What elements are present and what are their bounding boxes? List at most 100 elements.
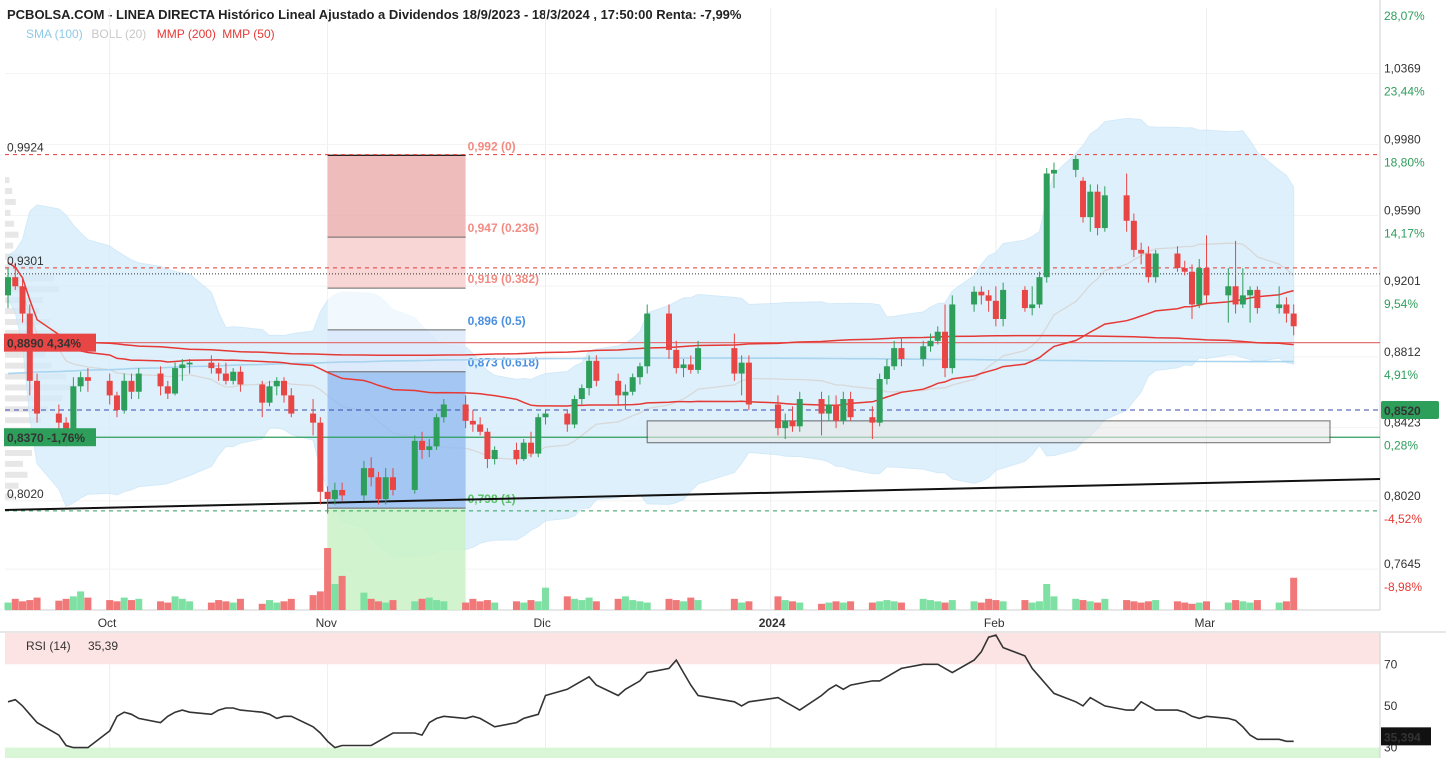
candle-body [1043,173,1050,278]
volume-bar [876,601,884,610]
volume-bar [1203,601,1211,610]
candle-body [666,313,672,350]
price-tick-label: 0,8423 [1384,416,1421,430]
volume-bar [527,600,535,610]
volume-bar [491,602,499,610]
candle-body [934,331,941,341]
volume-bar [818,603,826,610]
volume-bar [120,597,128,610]
rsi-tick-label: 50 [1384,699,1398,713]
volume-bar [1130,601,1138,610]
candle-body [738,362,745,374]
volume-bar [825,602,833,610]
volume-profile-bar [5,242,14,249]
volume-bar [1275,602,1283,610]
volume-bar [1232,600,1240,610]
candle-body [992,300,999,320]
volume-bar [643,602,651,610]
price-tick-label: 0,8812 [1384,345,1421,359]
candle-body [920,346,927,360]
candle-body [477,424,484,432]
indicator-label: BOLL (20) [91,27,146,41]
candle-body [1080,180,1087,218]
candle-body [818,399,825,414]
volume-bar [977,602,985,610]
rsi-line [7,634,1294,749]
volume-bar [69,596,77,610]
candle-body [687,364,694,370]
candle-body [825,404,832,414]
volume-bar [4,602,12,610]
left-level-label: 0,9301 [7,254,44,268]
rsi-tick-label: 70 [1384,657,1398,671]
candle-body [1050,169,1057,174]
candle-body [222,373,229,381]
volume-bar [687,597,695,610]
sma-100-line [7,357,1294,375]
candle-body [237,371,244,385]
candle-body [5,277,11,296]
volume-bar [738,602,746,610]
volume-bar [1101,598,1109,610]
candle-body [12,277,19,287]
candle-body [971,291,978,305]
volume-bar [316,591,324,610]
volume-bar [1144,601,1152,610]
candle-body [1101,195,1108,229]
candle-body [978,291,985,296]
volume-bar [1021,600,1029,610]
volume-bar [636,601,644,610]
volume-bar [215,600,223,610]
candle-body [128,380,135,392]
volume-bar [1246,602,1254,610]
volume-bar [1188,603,1196,610]
volume-bar [1173,601,1181,610]
left-level-badge [4,428,96,447]
candle-body [1094,191,1101,229]
candle-body [179,364,186,369]
price-tick-label: 0,9201 [1384,274,1421,288]
volume-bar [229,602,237,610]
volume-bar [1035,601,1043,610]
volume-bar [222,601,230,610]
indicator-label: MMP (50) [222,27,274,41]
candle-body [164,386,171,394]
candle-body [259,384,266,403]
current-price-badge [1381,400,1439,419]
candle-body [1283,304,1290,314]
volume-bar [1224,602,1232,610]
candle-body [571,399,578,425]
candle-body [382,477,389,500]
fib-label: 0,896 (0.5) [468,314,526,328]
candle-body [317,422,324,492]
rsi-value-badge [1381,727,1431,746]
volume-bar [985,598,993,610]
candle-body [1203,268,1210,296]
volume-bar [418,598,426,610]
rsi-title: RSI (14) [26,639,71,653]
candle-body [883,366,890,380]
fib-zone-382 [327,288,466,330]
chart-title: PCBOLSA.COM - LINEA DIRECTA Histórico Li… [7,7,742,22]
candle-body [1000,289,1007,320]
candle-body [1087,191,1094,218]
candle-body [695,348,702,370]
candle-body [208,362,215,369]
volume-bar [1050,596,1058,610]
rsi-value-label: 35,394 [1384,730,1421,744]
volume-bar [563,596,571,610]
candle-body [745,362,752,405]
volume-bar [425,597,433,610]
candle-body [731,348,738,374]
mmp-50-line [7,261,1294,407]
volume-profile-bar [5,220,14,227]
volume-bar [374,601,382,610]
fib-label: 0,947 (0.236) [468,221,539,235]
volume-bar [592,601,600,610]
candle-body [368,468,375,478]
volume-profile-bar [5,177,10,184]
rsi-oversold-zone [5,747,1380,758]
volume-profile-bar [5,209,11,216]
volume-bar [178,598,186,610]
